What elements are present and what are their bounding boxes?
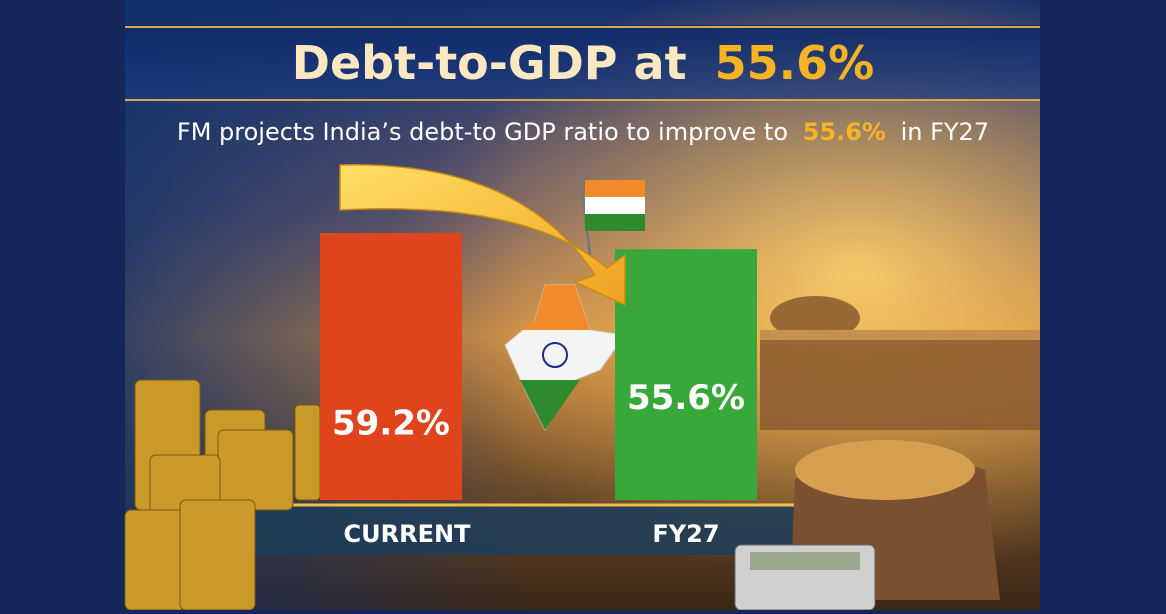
subtitle-text: in FY27 (901, 118, 990, 146)
title-highlight: 55.6% (715, 36, 875, 90)
flag (585, 197, 645, 214)
value-label: 59.2% (332, 404, 450, 444)
india-map-green (520, 380, 580, 430)
value-label: 55.6% (627, 378, 745, 418)
flag (585, 214, 645, 231)
chart-title: Debt-to-GDP at 55.6% (292, 36, 874, 90)
title-band (125, 25, 1040, 101)
parliament-building (760, 296, 1040, 430)
subtitle-text: FM projects India’s debt-to GDP ratio to… (177, 118, 788, 146)
bar (320, 233, 462, 500)
calculator-screen (750, 552, 860, 570)
coin-stacks (124, 379, 321, 611)
trend-arrow (339, 164, 626, 307)
category-label: CURRENT (344, 520, 472, 548)
india-map-saffron (520, 285, 590, 330)
bars: 59.2% CURRENT 55.6% FY27 (320, 233, 757, 548)
subtitle-highlight: 55.6% (803, 118, 886, 146)
chart-subtitle: FM projects India’s debt-to GDP ratio to… (177, 118, 989, 146)
platform (240, 505, 820, 555)
bar (615, 249, 757, 500)
flag (585, 180, 645, 197)
category-label: FY27 (652, 520, 719, 548)
sack-seeds (795, 440, 975, 500)
chakra (542, 342, 568, 368)
title-text: Debt-to-GDP at (292, 36, 687, 90)
